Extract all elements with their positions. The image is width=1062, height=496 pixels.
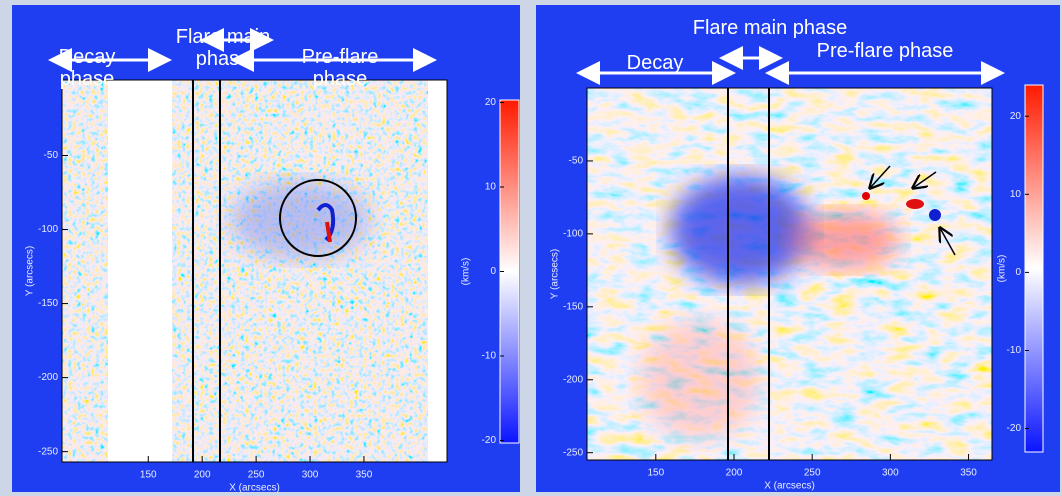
feature — [670, 175, 810, 285]
phase-label: Flare main phase — [660, 17, 880, 39]
feature — [790, 210, 900, 270]
figure: 150200250300350-50-100-150-200-250X (arc… — [0, 0, 1062, 496]
y-tick-label: -250 — [563, 447, 583, 458]
colorbar-tick-label: 10 — [485, 182, 497, 193]
colorbar-label: (km/s) — [997, 255, 1008, 283]
x-tick-label: 200 — [726, 468, 743, 479]
colorbar-tick-label: 0 — [1015, 267, 1021, 278]
feature — [929, 209, 941, 221]
feature — [906, 199, 924, 209]
phase-label: Pre-flare phase — [785, 40, 985, 62]
phase-label: Flare main phase — [168, 26, 278, 70]
y-tick-label: -50 — [569, 156, 584, 167]
y-tick-label: -150 — [38, 298, 58, 309]
feature — [640, 320, 760, 440]
y-tick-label: -250 — [38, 446, 58, 457]
x-tick-label: 350 — [960, 468, 977, 479]
x-tick-label: 350 — [356, 470, 373, 481]
feature — [230, 180, 370, 260]
x-tick-label: 200 — [194, 470, 211, 481]
x-tick-label: 300 — [882, 468, 899, 479]
x-tick-label: 150 — [140, 470, 157, 481]
phase-label: Decay phase — [58, 46, 116, 90]
y-tick-label: -100 — [38, 224, 58, 235]
x-tick-label: 300 — [302, 470, 319, 481]
colorbar-tick-label: 10 — [1010, 189, 1022, 200]
phase-label: Decay — [610, 52, 700, 74]
x-tick-label: 250 — [248, 470, 265, 481]
x-axis-label: X (arcsecs) — [764, 481, 815, 492]
no-data — [108, 80, 172, 462]
colorbar-tick-label: 20 — [1010, 111, 1022, 122]
phase-label: Pre-flare phase — [290, 46, 390, 90]
no-data — [428, 80, 447, 462]
colorbar-tick-label: -20 — [1007, 423, 1022, 434]
x-tick-label: 250 — [804, 468, 821, 479]
colorbar-tick-label: -20 — [482, 435, 497, 446]
y-tick-label: -200 — [38, 372, 58, 383]
y-axis-label: Y (arcsecs) — [25, 246, 36, 296]
y-tick-label: -50 — [44, 150, 59, 161]
figure-canvas: 150200250300350-50-100-150-200-250X (arc… — [0, 0, 1062, 496]
colorbar-tick-label: 20 — [485, 97, 497, 108]
y-tick-label: -200 — [563, 374, 583, 385]
colorbar-tick-label: -10 — [482, 351, 497, 362]
feature — [862, 192, 870, 200]
x-axis-label: X (arcsecs) — [229, 483, 280, 494]
y-tick-label: -150 — [563, 301, 583, 312]
colorbar-tick-label: 0 — [490, 266, 496, 277]
x-tick-label: 150 — [647, 468, 664, 479]
colorbar-tick-label: -10 — [1007, 345, 1022, 356]
colorbar — [1025, 85, 1043, 452]
y-tick-label: -100 — [563, 229, 583, 240]
colorbar-label: (km/s) — [461, 258, 472, 286]
y-axis-label: Y (arcsecs) — [550, 249, 561, 299]
